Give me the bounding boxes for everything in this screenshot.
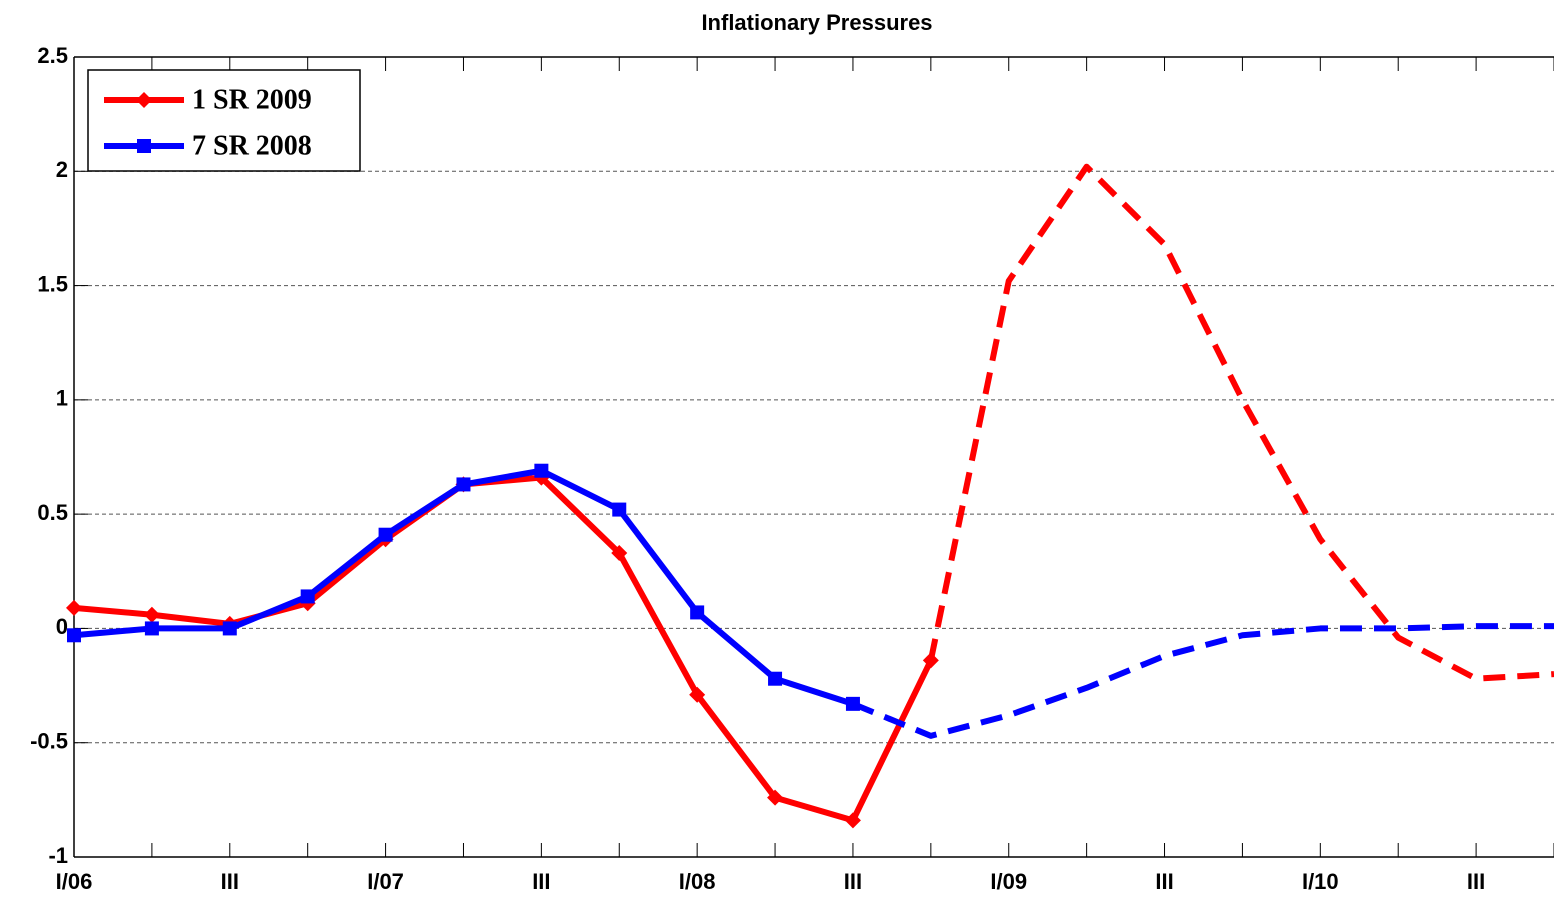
- line-forecast: [927, 163, 1554, 682]
- marker: [534, 463, 549, 478]
- y-tick-label: 1: [56, 386, 68, 411]
- x-tick-label: III: [1155, 869, 1173, 894]
- marker: [66, 599, 82, 616]
- y-tick-label: 2: [56, 157, 68, 182]
- marker: [611, 545, 628, 561]
- x-tick-label: I/06: [56, 869, 93, 894]
- marker: [143, 606, 160, 623]
- legend-box: [87, 69, 361, 172]
- marker: [67, 628, 81, 643]
- x-tick-label: III: [844, 869, 862, 894]
- marker: [300, 589, 315, 604]
- marker: [922, 652, 939, 669]
- marker: [144, 621, 159, 636]
- marker: [222, 621, 237, 636]
- marker: [767, 789, 784, 806]
- marker: [768, 671, 783, 686]
- line: [73, 467, 854, 707]
- x-tick-label: III: [532, 869, 550, 894]
- x-tick-label: III: [1467, 869, 1485, 894]
- chart-title: Inflationary Pressures: [701, 10, 932, 35]
- y-tick-label: 0: [56, 614, 68, 639]
- x-tick-label: I/08: [679, 869, 716, 894]
- x-tick-label: III: [221, 869, 239, 894]
- line-forecast: [851, 623, 1554, 739]
- legend-marker: [137, 139, 151, 153]
- marker: [612, 502, 627, 517]
- x-tick-label: I/09: [990, 869, 1027, 894]
- legend: 1 SR 2009 7 SR 2008: [87, 69, 361, 172]
- y-tick-label: 1.5: [37, 271, 68, 296]
- line: [73, 474, 934, 824]
- marker: [690, 605, 705, 620]
- y-tick-label: 2.5: [37, 43, 68, 68]
- marker: [689, 686, 706, 703]
- legend-label: 1 SR 2009: [192, 84, 312, 115]
- marker: [844, 812, 861, 829]
- x-tick-label: I/10: [1302, 869, 1339, 894]
- y-tick-label: -1: [48, 843, 68, 868]
- marker: [456, 477, 471, 492]
- marker: [378, 527, 393, 542]
- legend-marker: [136, 92, 152, 108]
- x-tick-label: I/07: [367, 869, 404, 894]
- y-tick-label: 0.5: [37, 500, 68, 525]
- marker: [845, 696, 860, 711]
- legend-label: 7 SR 2008: [192, 130, 312, 161]
- y-tick-label: -0.5: [30, 729, 68, 754]
